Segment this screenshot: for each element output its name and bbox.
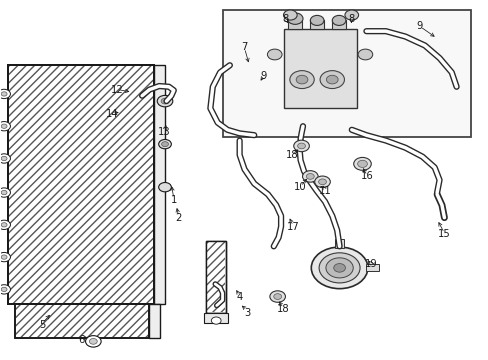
Text: 4: 4 <box>236 292 242 302</box>
Text: 18: 18 <box>285 150 298 160</box>
Text: 13: 13 <box>158 127 170 136</box>
Bar <box>203 313 228 323</box>
Circle shape <box>0 188 10 197</box>
Circle shape <box>269 291 285 302</box>
Circle shape <box>0 252 10 262</box>
Circle shape <box>319 253 359 283</box>
Circle shape <box>89 338 97 344</box>
Circle shape <box>302 171 318 182</box>
Circle shape <box>353 157 370 170</box>
Circle shape <box>344 10 358 20</box>
Bar <box>8 65 154 304</box>
Circle shape <box>289 71 314 89</box>
Bar <box>366 264 378 271</box>
Circle shape <box>158 183 171 192</box>
Circle shape <box>1 255 7 259</box>
Text: 6: 6 <box>78 334 84 345</box>
Circle shape <box>318 179 326 185</box>
Circle shape <box>1 287 7 292</box>
Text: 3: 3 <box>244 308 249 318</box>
Text: 9: 9 <box>416 21 422 31</box>
Circle shape <box>331 15 345 26</box>
Circle shape <box>158 139 171 149</box>
Bar <box>334 239 344 248</box>
Circle shape <box>333 264 345 272</box>
Text: 10: 10 <box>294 182 306 192</box>
Circle shape <box>211 317 221 324</box>
Circle shape <box>1 223 7 227</box>
Text: 16: 16 <box>360 171 373 181</box>
Bar <box>206 241 225 313</box>
Bar <box>207 242 224 312</box>
Text: 14: 14 <box>105 109 118 119</box>
Circle shape <box>1 92 7 96</box>
Circle shape <box>325 258 352 278</box>
Circle shape <box>85 336 101 347</box>
Bar <box>206 241 225 313</box>
Bar <box>283 30 356 108</box>
Bar <box>288 21 302 30</box>
Circle shape <box>357 160 366 167</box>
Circle shape <box>0 285 10 294</box>
Circle shape <box>0 220 10 229</box>
Text: 17: 17 <box>286 222 299 231</box>
Bar <box>154 65 164 304</box>
Text: 2: 2 <box>175 213 182 222</box>
Circle shape <box>306 174 314 179</box>
Bar <box>9 66 153 303</box>
Text: 19: 19 <box>364 259 377 269</box>
Circle shape <box>310 15 324 26</box>
Circle shape <box>311 247 367 289</box>
Text: 8: 8 <box>282 14 288 24</box>
Circle shape <box>0 154 10 163</box>
Text: 11: 11 <box>318 186 331 196</box>
Circle shape <box>326 75 337 84</box>
Bar <box>310 21 324 30</box>
Circle shape <box>357 49 372 60</box>
Text: 15: 15 <box>437 229 450 239</box>
Bar <box>331 21 345 30</box>
Bar <box>15 304 149 338</box>
Circle shape <box>1 156 7 161</box>
Circle shape <box>273 294 281 300</box>
Circle shape <box>314 176 330 188</box>
Circle shape <box>320 71 344 89</box>
Circle shape <box>296 75 307 84</box>
Bar <box>149 304 160 338</box>
Bar <box>16 305 148 337</box>
Text: 18: 18 <box>277 304 289 314</box>
Circle shape <box>297 143 305 149</box>
Circle shape <box>267 49 282 60</box>
Circle shape <box>0 122 10 131</box>
Text: 12: 12 <box>111 85 124 95</box>
Text: 8: 8 <box>348 14 354 24</box>
Circle shape <box>0 89 10 99</box>
Circle shape <box>161 141 168 147</box>
Bar <box>15 304 149 338</box>
Circle shape <box>283 10 297 20</box>
Bar <box>8 65 154 304</box>
Text: 7: 7 <box>241 42 247 52</box>
Bar <box>222 10 470 137</box>
Circle shape <box>287 13 303 24</box>
Circle shape <box>157 95 172 107</box>
Text: 5: 5 <box>39 320 45 330</box>
Circle shape <box>1 190 7 195</box>
Text: 1: 1 <box>170 195 177 205</box>
Text: 9: 9 <box>260 71 266 81</box>
Circle shape <box>293 140 309 152</box>
Circle shape <box>1 124 7 129</box>
Circle shape <box>161 98 168 104</box>
